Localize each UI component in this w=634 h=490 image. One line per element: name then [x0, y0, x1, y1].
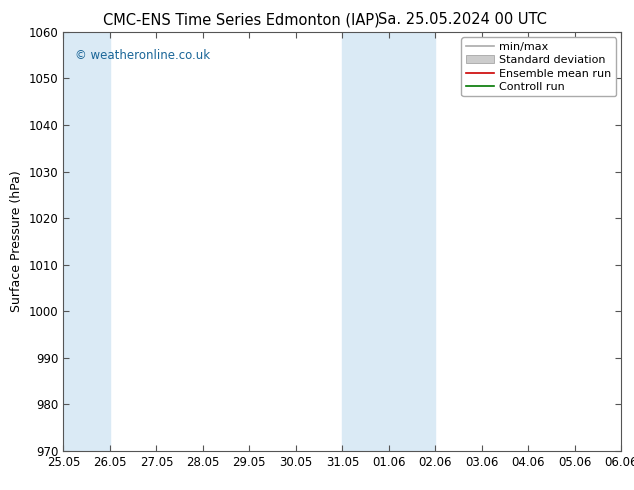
- Bar: [342, 32, 436, 451]
- Text: © weatheronline.co.uk: © weatheronline.co.uk: [75, 49, 210, 62]
- Y-axis label: Surface Pressure (hPa): Surface Pressure (hPa): [10, 171, 23, 312]
- Legend: min/max, Standard deviation, Ensemble mean run, Controll run: min/max, Standard deviation, Ensemble me…: [462, 37, 616, 97]
- Bar: [63, 32, 110, 451]
- Text: CMC-ENS Time Series Edmonton (IAP): CMC-ENS Time Series Edmonton (IAP): [103, 12, 379, 27]
- Text: Sa. 25.05.2024 00 UTC: Sa. 25.05.2024 00 UTC: [378, 12, 547, 27]
